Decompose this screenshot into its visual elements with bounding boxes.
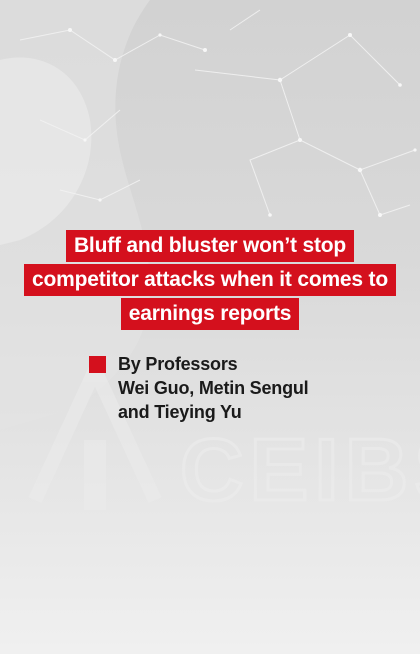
svg-text:CEIBS: CEIBS bbox=[180, 420, 420, 519]
ceibs-watermark-logo: CEIBS bbox=[28, 363, 420, 521]
headline-line-3: earnings reports bbox=[120, 298, 300, 330]
red-square-bullet-icon bbox=[89, 356, 106, 373]
byline-line-3: and Tieying Yu bbox=[118, 402, 242, 422]
constellation-nodes bbox=[68, 28, 417, 217]
headline-line-2: competitor attacks when it comes to bbox=[24, 264, 396, 296]
byline-line-2: Wei Guo, Metin Sengul bbox=[118, 378, 309, 398]
headline-line-1: Bluff and bluster won’t stop bbox=[65, 230, 355, 262]
head-silhouette-shade bbox=[0, 57, 92, 245]
byline-text: By Professors Wei Guo, Metin Sengul and … bbox=[118, 352, 388, 424]
byline-line-1: By Professors bbox=[118, 354, 238, 374]
headline: Bluff and bluster won’t stop competitor … bbox=[20, 230, 400, 332]
